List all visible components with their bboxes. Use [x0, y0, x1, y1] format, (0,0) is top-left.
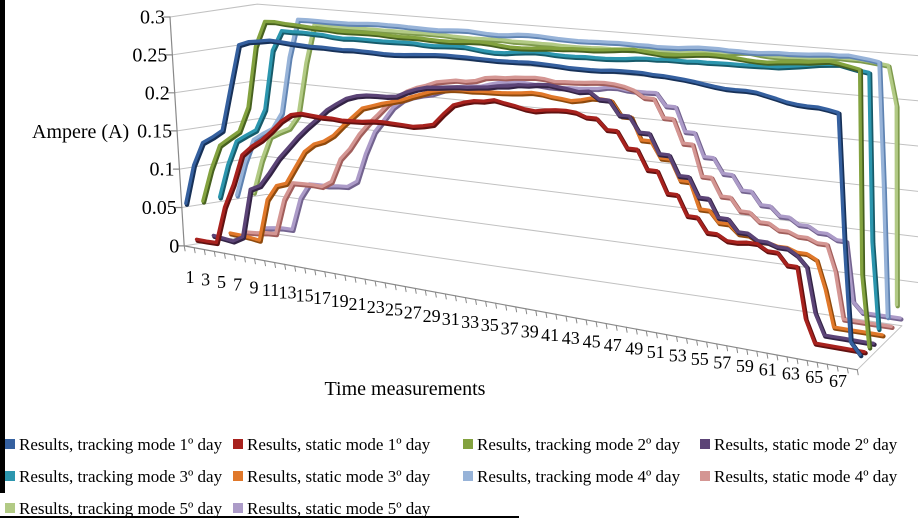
- svg-text:61: 61: [759, 360, 777, 380]
- svg-text:Results, tracking mode 1º day: Results, tracking mode 1º day: [19, 435, 223, 454]
- svg-text:Results, tracking mode 2º day: Results, tracking mode 2º day: [477, 435, 681, 454]
- svg-text:Results, static mode 3º day: Results, static mode 3º day: [247, 467, 431, 486]
- svg-text:33: 33: [461, 312, 479, 332]
- svg-text:0.05: 0.05: [142, 197, 177, 219]
- svg-text:13: 13: [279, 283, 297, 303]
- svg-text:Results, static mode 5º day: Results, static mode 5º day: [247, 499, 431, 518]
- svg-text:41: 41: [541, 325, 559, 345]
- svg-text:47: 47: [604, 335, 622, 355]
- svg-text:9: 9: [250, 277, 259, 297]
- svg-text:25: 25: [385, 300, 403, 320]
- svg-text:1: 1: [186, 267, 195, 287]
- svg-text:53: 53: [669, 345, 687, 365]
- svg-text:19: 19: [331, 291, 349, 311]
- svg-text:59: 59: [736, 356, 754, 376]
- svg-text:5: 5: [217, 272, 226, 292]
- svg-text:67: 67: [829, 371, 847, 391]
- svg-text:51: 51: [647, 342, 665, 362]
- svg-text:39: 39: [521, 322, 539, 342]
- svg-text:11: 11: [262, 280, 279, 300]
- svg-text:Ampere (A): Ampere (A): [32, 121, 129, 143]
- svg-text:0.3: 0.3: [140, 7, 165, 29]
- svg-text:Results, tracking mode 5º day: Results, tracking mode 5º day: [19, 499, 223, 518]
- svg-text:Results, tracking mode 4º day: Results, tracking mode 4º day: [477, 467, 681, 486]
- svg-text:Results, static mode 4º day: Results, static mode 4º day: [714, 467, 898, 486]
- svg-text:7: 7: [233, 275, 242, 295]
- svg-text:21: 21: [349, 294, 367, 314]
- svg-text:Results, tracking mode 3º day: Results, tracking mode 3º day: [19, 467, 223, 486]
- svg-text:43: 43: [562, 328, 580, 348]
- svg-text:Results, static mode 2º day: Results, static mode 2º day: [714, 435, 898, 454]
- svg-text:65: 65: [805, 367, 823, 387]
- svg-text:37: 37: [501, 318, 519, 338]
- svg-text:45: 45: [583, 332, 601, 352]
- svg-text:35: 35: [481, 315, 499, 335]
- svg-text:27: 27: [404, 303, 422, 323]
- svg-text:Results, static mode 1º day: Results, static mode 1º day: [247, 435, 431, 454]
- svg-text:49: 49: [625, 338, 643, 358]
- svg-text:Time measurements: Time measurements: [325, 378, 486, 400]
- svg-text:0.1: 0.1: [150, 159, 175, 181]
- svg-text:57: 57: [713, 352, 731, 372]
- svg-text:17: 17: [313, 288, 331, 308]
- svg-text:31: 31: [442, 309, 460, 329]
- svg-text:23: 23: [367, 297, 385, 317]
- svg-text:0.2: 0.2: [145, 82, 170, 104]
- svg-text:15: 15: [296, 285, 314, 305]
- svg-text:0: 0: [169, 235, 179, 257]
- svg-text:0.25: 0.25: [132, 44, 167, 66]
- svg-text:0.15: 0.15: [137, 120, 172, 142]
- svg-text:63: 63: [782, 363, 800, 383]
- svg-text:3: 3: [201, 270, 210, 290]
- svg-text:29: 29: [423, 306, 441, 326]
- svg-text:55: 55: [691, 349, 709, 369]
